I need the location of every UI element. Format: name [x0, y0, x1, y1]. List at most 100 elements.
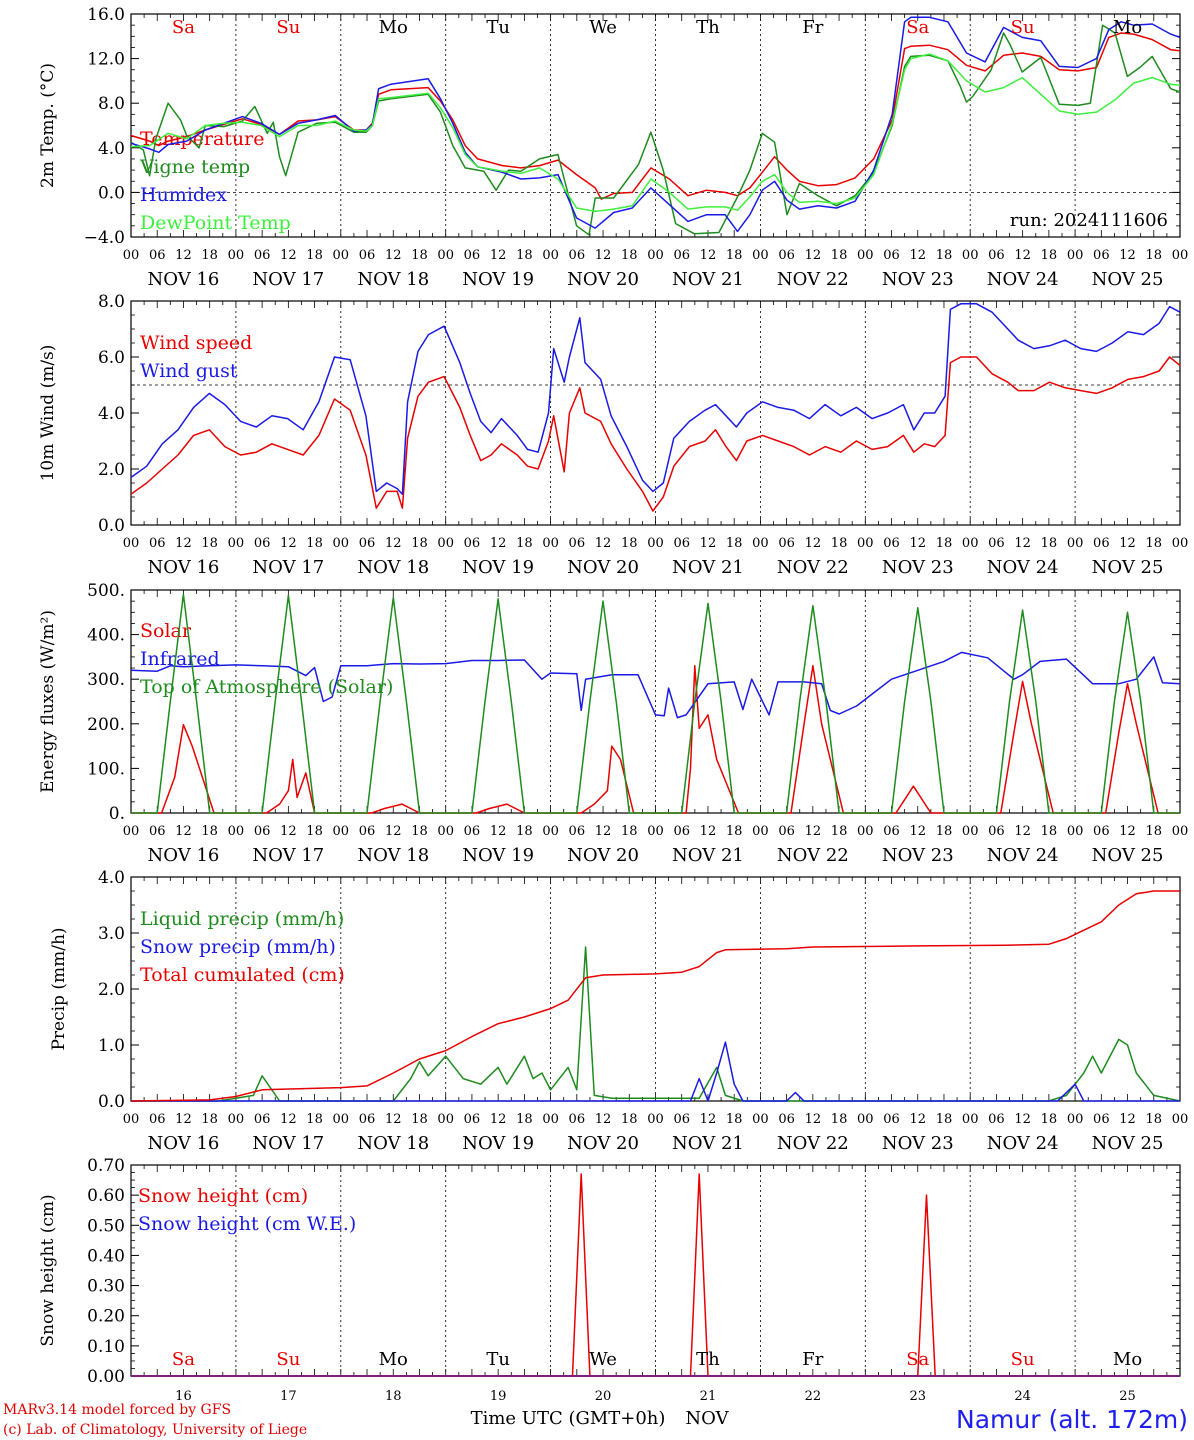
y-tick-label: 400. [87, 626, 125, 646]
date-label: NOV 23 [882, 557, 954, 578]
hour-tick-label: 00 [123, 1112, 140, 1127]
date-label: NOV 17 [252, 1133, 324, 1154]
date-label: NOV 16 [148, 845, 220, 866]
hour-tick-label: 06 [569, 248, 586, 263]
hour-tick-label: 06 [988, 536, 1005, 551]
hour-tick-label: 06 [673, 536, 690, 551]
hour-tick-label: 12 [909, 1112, 926, 1127]
hour-tick-label: 18 [936, 248, 953, 263]
x-axis-title: Time UTC (GMT+0h) [471, 1408, 666, 1429]
series-line-snow-precip-mm-h- [131, 1041, 1180, 1102]
hour-tick-label: 00 [228, 1112, 245, 1127]
hour-tick-label: 18 [411, 536, 428, 551]
hour-tick-label: 12 [175, 536, 192, 551]
hour-tick-label: 18 [1041, 1112, 1058, 1127]
day-number-label: 25 [1119, 1389, 1136, 1404]
hour-tick-label: 18 [1041, 248, 1058, 263]
hour-tick-label: 06 [778, 824, 795, 839]
y-axis-label: 2m Temp. (°C) [38, 63, 58, 188]
day-name-label: Mo [1113, 17, 1142, 38]
hour-tick-label: 00 [333, 536, 350, 551]
hour-tick-label: 00 [123, 824, 140, 839]
date-label: NOV 18 [357, 269, 429, 290]
run-annotation: run: 2024111606 [1010, 210, 1168, 231]
y-tick-label: 0. [109, 804, 125, 824]
hour-tick-label: 18 [411, 248, 428, 263]
y-tick-label: 8.0 [98, 94, 125, 114]
day-number-label: 16 [175, 1389, 192, 1404]
hour-tick-label: 06 [778, 248, 795, 263]
legend-item: Top of Atmosphere (Solar) [140, 676, 393, 698]
hour-tick-label: 00 [752, 1112, 769, 1127]
hour-tick-label: 12 [175, 248, 192, 263]
legend-item: Wind gust [140, 360, 238, 382]
y-tick-label: 0.0 [98, 183, 125, 203]
date-label: NOV 17 [252, 557, 324, 578]
hour-tick-label: 06 [988, 824, 1005, 839]
hour-tick-label: 06 [883, 1112, 900, 1127]
hour-tick-label: 00 [123, 536, 140, 551]
hour-tick-label: 00 [752, 248, 769, 263]
y-tick-label: 6.0 [98, 348, 125, 368]
hour-tick-label: 18 [621, 248, 638, 263]
hour-tick-label: 18 [1146, 536, 1163, 551]
hour-tick-label: 06 [1093, 1112, 1110, 1127]
series-line-dewpoint-temp [130, 53, 1181, 213]
hour-tick-label: 12 [595, 248, 612, 263]
hour-tick-label: 12 [805, 536, 822, 551]
chart-panel-1: −4.00.04.08.012.016.02m Temp. (°C) Temper… [38, 5, 1188, 290]
chart-panel-5: 0.00 0.10 0.20 0.30 0.40 0.50 0.60 0.70 Snow hei… [38, 1156, 1181, 1404]
legend-item: Total cumulated (cm) [140, 964, 345, 986]
hour-tick-label: 00 [333, 824, 350, 839]
hour-tick-label: 00 [647, 536, 664, 551]
series-line-total-cumulated-cm- [130, 890, 1180, 1102]
hour-tick-label: 06 [988, 248, 1005, 263]
y-tick-label: 0.40 [87, 1246, 125, 1266]
hour-tick-label: 00 [752, 536, 769, 551]
hour-tick-label: 06 [359, 536, 376, 551]
date-label: NOV 21 [672, 845, 744, 866]
hour-tick-label: 18 [411, 1112, 428, 1127]
hour-tick-label: 18 [1146, 824, 1163, 839]
hour-tick-label: 18 [306, 824, 323, 839]
y-axis-label: Snow height (cm) [38, 1194, 58, 1346]
date-label: NOV 25 [1092, 557, 1164, 578]
date-label: NOV 18 [357, 1133, 429, 1154]
hour-tick-label: 12 [385, 248, 402, 263]
hour-tick-label: 12 [805, 824, 822, 839]
day-name-label: Mo [379, 1349, 408, 1370]
hour-tick-label: 12 [1014, 536, 1031, 551]
chart-panel-4: 0.0 1.0 2.0 3.0 4.0 Precip (mm/h) Liquid preci… [49, 868, 1188, 1154]
y-tick-label: 0.50 [87, 1216, 125, 1236]
y-tick-label: −4.0 [84, 228, 125, 248]
day-name-label: Th [696, 1349, 720, 1370]
series-line-top-of-atmosphere-solar- [131, 593, 1180, 814]
hour-tick-label: 18 [831, 1112, 848, 1127]
hour-tick-label: 06 [1093, 536, 1110, 551]
hour-tick-label: 00 [1172, 536, 1189, 551]
date-label: NOV 22 [777, 845, 849, 866]
credit-line-1: MARv3.14 model forced by GFS [3, 1402, 231, 1418]
day-number-label: 24 [1014, 1389, 1031, 1404]
hour-tick-label: 18 [306, 536, 323, 551]
day-name-label: Tu [486, 1349, 510, 1370]
legend-item: Liquid precip (mm/h) [140, 908, 344, 930]
hour-tick-label: 06 [149, 248, 166, 263]
hour-tick-label: 18 [201, 248, 218, 263]
series-line-solar [131, 665, 1180, 814]
date-label: NOV 25 [1092, 269, 1164, 290]
hour-tick-label: 12 [175, 824, 192, 839]
hour-tick-label: 06 [149, 536, 166, 551]
hour-tick-label: 00 [333, 248, 350, 263]
series-line-wind-gust [130, 303, 1181, 495]
hour-tick-label: 00 [1067, 248, 1084, 263]
day-number-label: 18 [385, 1389, 402, 1404]
date-label: NOV 21 [672, 1133, 744, 1154]
hour-tick-label: 12 [805, 248, 822, 263]
series-line-humidex [130, 16, 1181, 233]
y-tick-label: 0.60 [87, 1186, 125, 1206]
hour-tick-label: 18 [936, 536, 953, 551]
hour-tick-label: 18 [621, 536, 638, 551]
day-name-label: We [589, 17, 617, 38]
series-line-liquid-precip-mm-h- [131, 946, 1181, 1102]
